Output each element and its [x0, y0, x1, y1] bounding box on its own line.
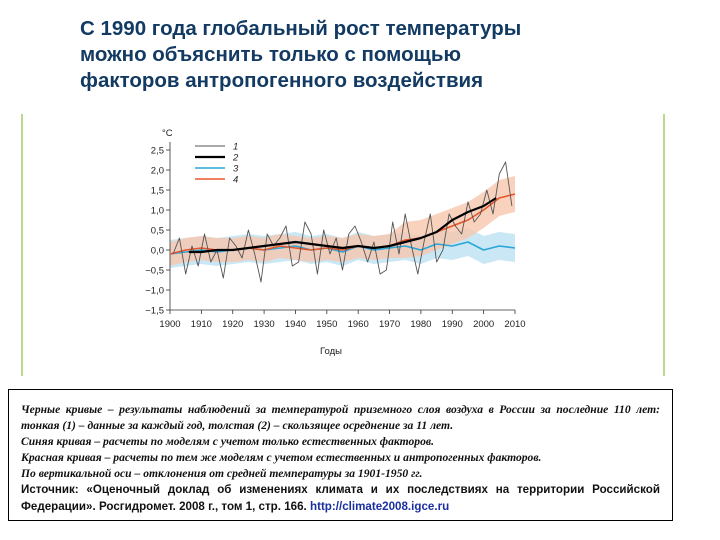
x-tick-label-8: 1980 — [410, 319, 431, 330]
y-tick-label-8: −1,5 — [145, 306, 164, 317]
source-text: Источник: «Оценочный доклад об изменения… — [21, 483, 660, 513]
y-tick-label-3: 1,0 — [151, 206, 164, 217]
legend-label-3: 3 — [233, 164, 239, 175]
x-tick-label-3: 1930 — [254, 319, 275, 330]
y-axis-label: °C — [162, 128, 173, 139]
slide-title: С 1990 года глобальный рост температуры … — [80, 16, 680, 94]
y-tick-label-4: 0,5 — [151, 226, 164, 237]
series-2-line — [188, 197, 497, 254]
chart-frame: 2,5 2,0 1,5 1,0 0,5 0,0 −0,5 −1,0 −1,5 °C 1900 1910… — [21, 114, 665, 376]
y-tick-label-6: −0,5 — [145, 266, 164, 277]
y-tick-label-0: 2,5 — [151, 146, 164, 157]
caption-line-axis: По вертикальной оси – отклонения от сред… — [21, 467, 423, 481]
y-tick-label-2: 1,5 — [151, 186, 164, 197]
caption-box: Черные кривые – результаты наблюдений за… — [8, 389, 673, 521]
legend-label-1: 1 — [233, 142, 238, 153]
series-1-line — [172, 161, 513, 283]
legend-label-2: 2 — [232, 153, 239, 164]
caption-line-anthropogenic: Красная кривая – расчеты по тем же модел… — [21, 451, 542, 465]
x-axis-label: Годы — [320, 346, 342, 357]
y-tick-label-5: 0,0 — [151, 246, 164, 257]
caption-source: Источник: «Оценочный доклад об изменения… — [21, 482, 660, 515]
x-tick-label-1: 1910 — [191, 319, 212, 330]
y-tick-label-1: 2,0 — [151, 166, 164, 177]
x-tick-label-4: 1940 — [285, 319, 306, 330]
x-tick-label-2: 1920 — [222, 319, 243, 330]
anthropogenic-band — [170, 176, 515, 266]
x-tick-label-6: 1960 — [348, 319, 369, 330]
caption-line-natural: Синяя кривая – расчеты по моделям с учет… — [21, 435, 434, 449]
y-tick-label-7: −1,0 — [145, 286, 164, 297]
x-tick-label-7: 1970 — [379, 319, 400, 330]
x-tick-label-0: 1900 — [159, 319, 180, 330]
source-link[interactable]: http://climate2008.igce.ru — [310, 499, 450, 513]
temperature-chart: 2,5 2,0 1,5 1,0 0,5 0,0 −0,5 −1,0 −1,5 °C 1900 1910… — [145, 128, 525, 357]
title-line-1: С 1990 года глобальный рост температуры — [80, 17, 522, 40]
title-line-2: можно объяснить только с помощью — [80, 43, 461, 66]
x-tick-label-5: 1950 — [316, 319, 337, 330]
title-line-3: факторов антропогенного воздействия — [80, 69, 484, 92]
x-tick-label-10: 2000 — [473, 319, 494, 330]
legend-label-4: 4 — [233, 175, 238, 186]
x-tick-label-9: 1990 — [442, 319, 463, 330]
x-tick-label-11: 2010 — [504, 319, 525, 330]
caption-line-observations: Черные кривые – результаты наблюдений за… — [21, 403, 660, 433]
